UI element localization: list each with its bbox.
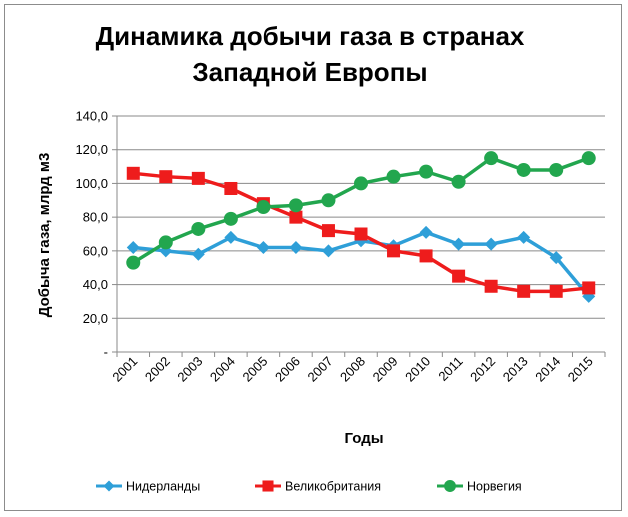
legend-item: Великобритания [255, 480, 381, 494]
x-axis-title: Годы [344, 430, 383, 447]
series-square [126, 166, 596, 298]
data-point-marker [452, 237, 466, 251]
data-point-marker [549, 162, 564, 177]
data-point-marker [321, 244, 335, 258]
data-point-marker [517, 230, 531, 244]
data-point-marker [256, 200, 271, 215]
x-tick-label: 2008 [337, 354, 368, 385]
axes [112, 115, 606, 357]
chart-title-line-1: Динамика добычи газа в странах [96, 21, 525, 51]
data-point-marker [256, 240, 270, 254]
data-point-marker [419, 164, 434, 179]
data-point-marker [452, 269, 466, 283]
data-point-marker [582, 281, 596, 295]
x-tick-label: 2002 [142, 354, 173, 385]
data-point-marker [581, 151, 596, 166]
data-point-marker [289, 210, 303, 224]
data-point-marker [223, 211, 238, 226]
data-point-marker [549, 251, 563, 265]
legend-label: Великобритания [285, 480, 381, 494]
data-point-marker [419, 225, 433, 239]
series-lines [126, 151, 596, 303]
x-tick-label: 2001 [109, 354, 140, 385]
x-tick-label: 2010 [402, 354, 433, 385]
data-point-marker [549, 284, 563, 298]
y-tick-label: 120,0 [75, 142, 108, 157]
x-tick-label: 2011 [435, 354, 465, 384]
data-point-marker [484, 237, 498, 251]
y-tick-label: 40,0 [83, 277, 108, 292]
data-point-marker [289, 240, 303, 254]
series-diamond [126, 225, 596, 303]
data-point-marker [484, 151, 499, 166]
data-point-marker [451, 174, 466, 189]
data-point-marker [126, 255, 141, 270]
x-tick-label: 2007 [305, 354, 336, 385]
legend-swatch-marker [103, 480, 115, 492]
data-point-marker [354, 176, 368, 191]
data-point-marker [321, 193, 336, 208]
x-tick-label: 2005 [239, 354, 270, 385]
chart-frame [4, 4, 622, 511]
data-point-marker [126, 240, 140, 254]
data-point-marker [158, 235, 173, 250]
legend-label: Нидерланды [126, 480, 200, 494]
x-tick-labels: 2001 2002 2003 2004 2005 2006 2007 2008 2009 2010… [109, 354, 596, 385]
data-point-marker [354, 227, 368, 241]
y-axis-title: Добыча газа, млрд м3 [36, 153, 53, 318]
series-circle [126, 151, 596, 270]
data-point-marker [386, 169, 401, 184]
y-tick-label: 60,0 [83, 243, 108, 258]
legend-swatch-marker [262, 480, 274, 492]
y-tick-label: 80,0 [83, 210, 108, 225]
legend-item: Нидерланды [96, 480, 200, 494]
data-point-marker [321, 224, 335, 238]
data-point-marker [516, 162, 531, 177]
x-tick-label: 2009 [370, 354, 401, 385]
data-point-marker [159, 170, 173, 184]
legend-label: Норвегия [467, 480, 522, 494]
x-tick-label: 2003 [174, 354, 205, 385]
y-tick-label: 140,0 [75, 109, 108, 124]
legend-swatch-marker [444, 480, 456, 492]
legend-item: Норвегия [437, 480, 522, 494]
data-point-marker [484, 279, 498, 293]
x-tick-label: 2013 [500, 354, 531, 385]
data-point-marker [517, 284, 531, 298]
data-point-marker [191, 247, 205, 261]
chart-title-line-2: Западной Европы [192, 57, 427, 87]
y-tick-label: 100,0 [75, 176, 108, 191]
y-tick-label: - [104, 345, 108, 360]
data-point-marker [419, 249, 433, 263]
y-tick-label: 20,0 [83, 311, 108, 326]
x-tick-label: 2015 [565, 354, 596, 385]
y-tick-labels: 140,0 120,0 100,0 80,0 60,0 40,0 20,0 - [75, 109, 108, 360]
data-point-marker [224, 181, 238, 195]
data-point-marker [191, 171, 205, 185]
gridlines [117, 115, 605, 319]
data-point-marker [387, 244, 401, 258]
data-point-marker [288, 198, 303, 213]
x-tick-label: 2006 [272, 354, 303, 385]
x-tick-label: 2014 [532, 354, 563, 385]
legend: Нидерланды Великобритания Норвегия [96, 480, 522, 494]
data-point-marker [191, 221, 206, 236]
data-point-marker [224, 230, 238, 244]
x-tick-label: 2012 [467, 354, 498, 385]
data-point-marker [126, 166, 140, 180]
x-tick-label: 2004 [207, 354, 238, 385]
